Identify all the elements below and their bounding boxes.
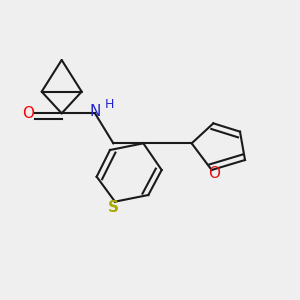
Text: H: H bbox=[104, 98, 114, 112]
Text: O: O bbox=[208, 166, 220, 181]
Text: S: S bbox=[108, 200, 119, 215]
Text: O: O bbox=[22, 106, 34, 121]
Text: N: N bbox=[89, 104, 101, 119]
